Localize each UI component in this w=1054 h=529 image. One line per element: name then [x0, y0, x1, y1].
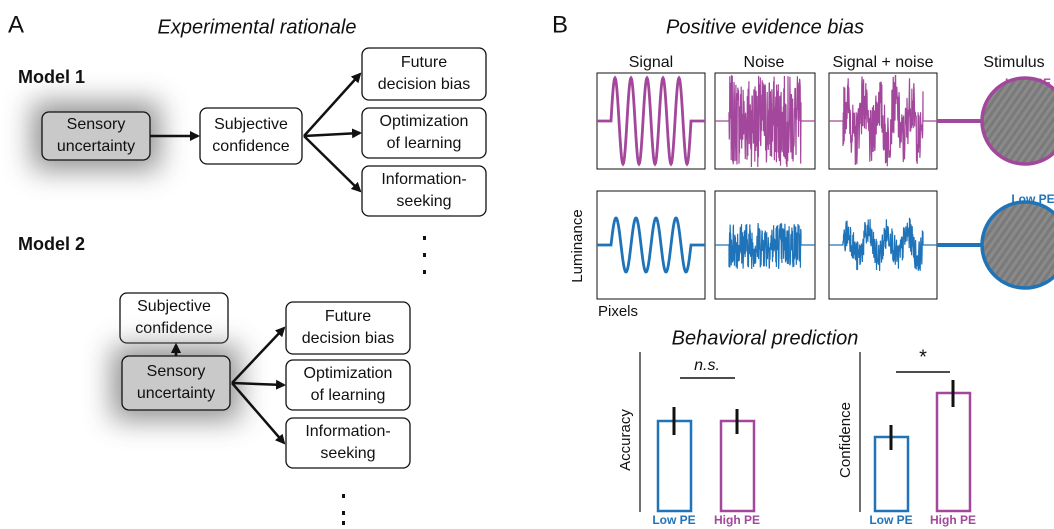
arrow	[231, 326, 286, 384]
node-label: confidence	[135, 320, 212, 337]
node-label: decision bias	[302, 330, 395, 347]
waveform	[597, 75, 705, 167]
y-axis-label: Confidence	[837, 402, 854, 478]
ellipsis	[342, 236, 426, 525]
node-box	[285, 359, 411, 411]
node-box	[361, 47, 487, 101]
model-label: Model 1	[18, 67, 85, 87]
panel-title: Experimental rationale	[158, 16, 357, 38]
section-title: Behavioral prediction	[672, 327, 859, 349]
waveform	[715, 222, 815, 270]
waveform	[597, 216, 705, 274]
column-header: Signal + noise	[833, 54, 934, 71]
significance-label: n.s.	[694, 357, 720, 374]
waveform	[829, 74, 937, 167]
column-header: Signal	[629, 54, 673, 71]
accuracy-chart	[639, 352, 756, 513]
node-label: of learning	[387, 135, 462, 152]
stimulus	[980, 76, 1054, 166]
node-label: uncertainty	[137, 385, 215, 402]
stimulus	[980, 200, 1054, 290]
model-label: Model 2	[18, 234, 85, 254]
node-label: Optimization	[380, 113, 469, 130]
node-label: Subjective	[137, 298, 211, 315]
node-box	[285, 301, 411, 355]
node-label: confidence	[212, 138, 289, 155]
y-axis-label: Luminance	[569, 209, 586, 282]
node-box	[361, 107, 487, 159]
arrow	[303, 135, 362, 193]
node-label: Sensory	[67, 116, 126, 133]
waveform	[829, 217, 937, 272]
panel-title: Positive evidence bias	[666, 16, 864, 38]
bar	[719, 419, 756, 513]
column-header: Noise	[744, 54, 785, 71]
x-tick-label: High PE	[930, 513, 976, 527]
node-label: Future	[325, 308, 371, 325]
x-tick-label: Low PE	[869, 513, 912, 527]
arrow	[303, 128, 362, 139]
node-box	[361, 165, 487, 217]
node-label: Sensory	[147, 363, 206, 380]
node-label: Future	[401, 54, 447, 71]
node-label: Subjective	[214, 116, 288, 133]
arrow	[303, 72, 362, 137]
x-axis-label: Pixels	[598, 303, 638, 320]
confidence-chart	[859, 352, 972, 513]
panel-letter: B	[552, 11, 568, 38]
node-box	[199, 107, 303, 165]
arrow	[231, 382, 286, 445]
arrow	[231, 379, 286, 390]
node-label: uncertainty	[57, 138, 135, 155]
node-label: Information-	[381, 171, 466, 188]
waveform	[715, 75, 815, 168]
node-label: Information-	[305, 423, 390, 440]
significance-label: *	[919, 346, 927, 368]
y-axis-label: Accuracy	[617, 409, 634, 471]
node-label: of learning	[311, 387, 386, 404]
x-tick-label: High PE	[714, 513, 760, 527]
node-label: seeking	[396, 193, 451, 210]
node-label: seeking	[320, 445, 375, 462]
node-box	[285, 417, 411, 469]
node-label: decision bias	[378, 76, 471, 93]
panel-letter: A	[8, 11, 24, 38]
column-header: Stimulus	[983, 54, 1044, 71]
node-label: Optimization	[304, 365, 393, 382]
bar	[935, 391, 972, 513]
x-tick-label: Low PE	[652, 513, 695, 527]
